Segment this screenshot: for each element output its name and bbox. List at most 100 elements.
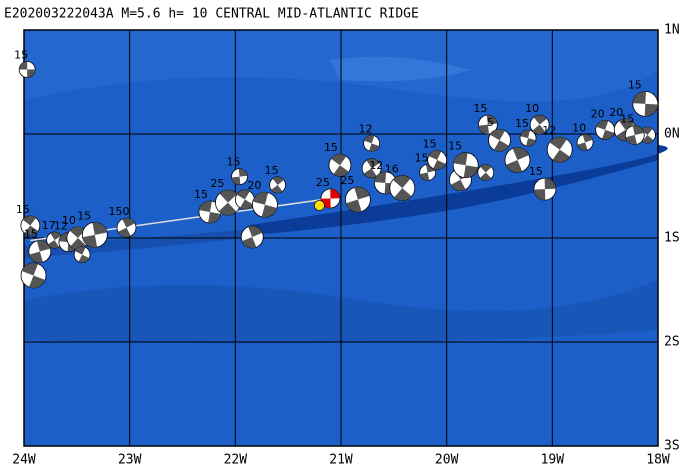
depth-label: 15 [16, 203, 30, 216]
beachball [73, 246, 91, 264]
beachball-quadrant [69, 226, 87, 250]
beachball [361, 158, 382, 179]
beachball [452, 152, 479, 179]
beachball-quadrant [520, 130, 536, 147]
x-tick-label: 19W [541, 453, 565, 468]
beachball-quadrant [490, 129, 509, 152]
beachball-quadrant [625, 125, 644, 145]
beachball [477, 114, 498, 135]
beachball [477, 164, 495, 181]
beachball-quadrant [478, 115, 498, 135]
x-tick-label: 24W [12, 453, 36, 468]
x-tick-label: 18W [646, 453, 670, 468]
beachball [546, 136, 573, 163]
beachball [533, 177, 557, 201]
beachball [198, 200, 222, 224]
beachball-quadrant [577, 134, 593, 151]
depth-label: 15 [14, 49, 28, 62]
depth-label: 15 [77, 209, 91, 222]
depth-label: 15 [194, 188, 208, 201]
beachball [504, 147, 531, 173]
beachball [529, 114, 550, 135]
beachball-quadrant [392, 175, 412, 201]
depth-label: 12 [359, 122, 373, 135]
beachball [46, 231, 64, 249]
depth-label: 16 [385, 163, 399, 176]
depth-label: 10 [62, 214, 76, 227]
depth-label: 15 [473, 102, 487, 115]
beachball-quadrant [549, 137, 570, 163]
beachball-quadrant [480, 164, 492, 181]
y-tick-label: 1S [664, 231, 680, 246]
beachball-quadrant [346, 187, 370, 213]
y-tick-label: 0N [664, 127, 680, 142]
depth-label: 5 [487, 116, 494, 129]
depth-label: 15 [227, 156, 241, 169]
beachball [234, 189, 255, 210]
depth-label: 25 [340, 174, 354, 187]
beachball [320, 188, 341, 209]
depth-label: 20 [591, 107, 605, 120]
depth-label: 15 [423, 138, 437, 151]
beachball [81, 221, 108, 248]
beachball [419, 164, 437, 181]
y-tick-label: 2S [664, 335, 680, 350]
beachball-quadrant [22, 216, 38, 235]
depth-label: 15 [620, 113, 634, 126]
depth-label: 17 [42, 219, 56, 232]
beachball-quadrant [47, 232, 62, 249]
depth-label: 15 [415, 151, 429, 164]
beachball [488, 128, 511, 152]
bathymetry [330, 56, 470, 82]
depth-label: 10 [572, 121, 586, 134]
beachball [427, 150, 448, 170]
depth-label: 15 [324, 141, 338, 154]
beachball-quadrant [532, 115, 547, 135]
depth-label: 12 [54, 220, 68, 233]
beachball [20, 215, 41, 236]
beachball-quadrant [641, 127, 654, 144]
depth-label: 10 [525, 102, 539, 115]
beachball-quadrant [596, 120, 615, 140]
beachball [215, 189, 241, 216]
depth-label: 20 [247, 179, 261, 192]
depth-label: 15 [529, 165, 543, 178]
map-title: E202003222043A M=5.6 h= 10 CENTRAL MID-A… [4, 7, 419, 22]
beachball-quadrant [363, 158, 380, 178]
depth-label: 150 [108, 205, 129, 218]
beachball [18, 61, 36, 78]
beachball-quadrant [231, 168, 248, 185]
beachball [363, 134, 381, 152]
beachball-quadrant [74, 246, 90, 263]
beachball [116, 217, 137, 238]
beachball [632, 90, 659, 117]
beachball [595, 119, 616, 140]
beachball [231, 168, 248, 186]
beachball-quadrant [320, 188, 340, 209]
beachball-quadrant [506, 147, 529, 173]
beachball-quadrant [428, 150, 446, 170]
depth-label: 15 [448, 140, 462, 153]
depth-label: 25 [316, 176, 330, 189]
x-tick-label: 23W [118, 453, 142, 468]
beachball-quadrant [29, 240, 51, 263]
depth-label: 12 [542, 124, 556, 137]
beachball-quadrant [218, 190, 238, 216]
y-tick-label: 1N [664, 23, 680, 38]
beachball [20, 262, 47, 289]
depth-label: 20 [609, 106, 623, 119]
beachball [576, 133, 594, 151]
depth-label: 15 [515, 117, 529, 130]
beachball-quadrant [118, 218, 135, 238]
depth-label: 25 [210, 177, 224, 190]
beachball-quadrant [199, 201, 221, 223]
beachball-quadrant [331, 154, 349, 177]
beachball [252, 191, 278, 218]
beachball-quadrant [252, 192, 277, 218]
trench [250, 145, 668, 235]
x-tick-label: 20W [435, 453, 459, 468]
beachball-quadrant [419, 164, 436, 181]
beachball-quadrant [242, 225, 263, 249]
beachball [269, 176, 287, 194]
